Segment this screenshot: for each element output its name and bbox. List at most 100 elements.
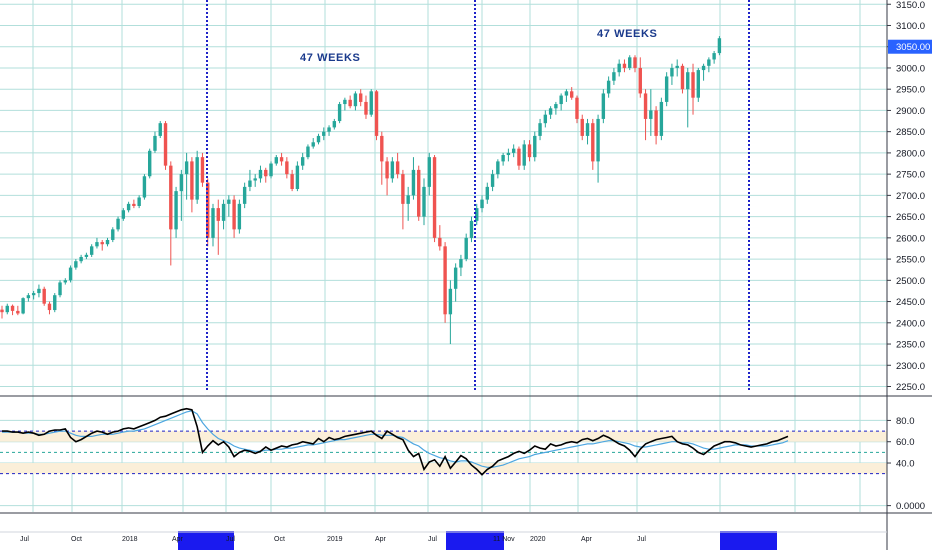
candle — [506, 148, 511, 162]
candle-body — [269, 163, 273, 177]
time-tick-label: Oct — [71, 536, 82, 543]
candle-body — [570, 91, 574, 98]
price-tick-label: 3000.0 — [896, 63, 925, 74]
candle-body — [601, 93, 606, 119]
candle-body — [184, 161, 189, 175]
candle-body — [126, 203, 131, 211]
annotations: 47 WEEKS 47 WEEKS — [300, 28, 657, 64]
candle — [554, 101, 558, 115]
candle — [406, 186, 410, 221]
candle-body — [306, 146, 310, 158]
time-tick-label: Jul — [20, 536, 29, 543]
candle — [184, 152, 189, 200]
candle-body — [242, 186, 247, 204]
candle — [527, 140, 532, 162]
candle — [427, 152, 431, 196]
candle-body — [712, 53, 716, 60]
candle — [290, 169, 294, 192]
candle — [47, 301, 52, 315]
candle-body — [74, 261, 78, 268]
price-tick-label: 2500.0 — [896, 276, 925, 287]
candle-body — [707, 59, 711, 66]
candle — [248, 169, 252, 192]
candle-body — [221, 203, 226, 221]
candle-body — [654, 110, 658, 136]
candle-body — [538, 123, 542, 136]
candle-body — [406, 195, 410, 204]
candle-body — [506, 152, 511, 156]
candle-body — [200, 157, 205, 183]
candle-body — [533, 135, 537, 158]
candle-body — [448, 288, 453, 315]
candle — [395, 152, 400, 179]
candle-body — [686, 72, 690, 90]
price-tick-label: 2700.0 — [896, 191, 925, 202]
candle-body — [485, 186, 489, 200]
candle-body — [459, 259, 463, 268]
candle — [580, 114, 584, 141]
oscillator-series — [2, 407, 789, 476]
candle-body — [638, 67, 642, 94]
candle — [612, 67, 616, 85]
candle — [58, 280, 62, 298]
candle-body — [522, 144, 526, 166]
candle-body — [659, 101, 664, 136]
candle — [111, 227, 115, 243]
candle — [675, 59, 679, 77]
candle-body — [111, 229, 115, 240]
candle — [475, 203, 479, 226]
candle-body — [137, 197, 141, 206]
candle — [490, 169, 495, 192]
candle-body — [53, 295, 57, 311]
candle — [269, 161, 273, 179]
candle-body — [622, 63, 627, 68]
candle — [174, 186, 178, 238]
candle — [16, 305, 20, 316]
candle-body — [16, 310, 20, 314]
candle — [132, 199, 136, 209]
candle — [63, 278, 67, 285]
candle-body — [163, 123, 168, 166]
candle — [564, 89, 569, 102]
oscillator-bands — [0, 430, 887, 475]
osc-tick-label: 80.0 — [896, 416, 915, 427]
candle-body — [348, 99, 352, 107]
candle — [68, 265, 73, 283]
price-tick-label: 3150.0 — [896, 0, 925, 11]
candle — [221, 199, 226, 230]
candle — [649, 89, 653, 136]
candle-body — [453, 267, 458, 289]
candle — [401, 169, 405, 230]
candle — [300, 152, 305, 170]
candle-body — [475, 208, 479, 221]
candle-body — [343, 99, 347, 105]
time-tick-label: 2019 — [327, 536, 343, 543]
candle-body — [432, 157, 437, 238]
candle-body — [427, 157, 431, 187]
candle — [411, 157, 416, 200]
candle — [585, 118, 590, 145]
candle-body — [548, 108, 553, 115]
candle-body — [68, 267, 73, 281]
candle-body — [274, 157, 278, 164]
candle-body — [148, 150, 152, 177]
candle — [664, 72, 669, 107]
candle-body — [190, 161, 194, 200]
candle-body — [79, 256, 83, 262]
candle — [37, 284, 41, 298]
candle-body — [337, 104, 342, 122]
candle — [385, 157, 389, 196]
candle — [628, 55, 632, 71]
candle-body — [411, 169, 416, 196]
candle-body — [285, 161, 289, 175]
candle — [712, 50, 716, 64]
candle — [633, 55, 637, 73]
grid-lines — [0, 0, 887, 512]
candle — [264, 167, 268, 183]
candle — [285, 157, 289, 179]
candle — [707, 57, 711, 73]
candle — [359, 89, 363, 107]
candle-body — [121, 210, 126, 219]
